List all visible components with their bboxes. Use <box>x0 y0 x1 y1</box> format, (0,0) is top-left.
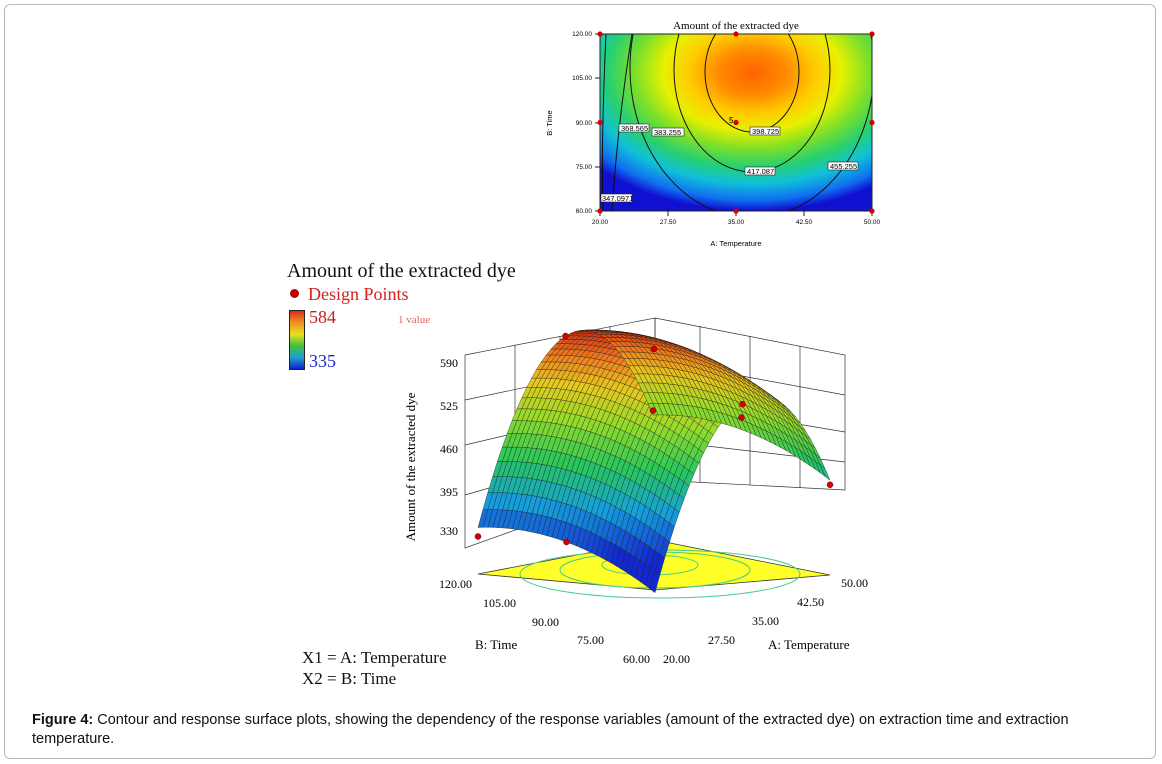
contour-label: 347.0971 <box>602 194 633 203</box>
temp-tick-label: 35.00 <box>752 614 779 628</box>
design-point <box>597 31 603 37</box>
x-tick-label: 27.50 <box>660 219 677 226</box>
definition-x1: X1 = A: Temperature <box>302 648 447 667</box>
design-point <box>733 119 739 126</box>
contour-label: 417.087 <box>747 167 774 176</box>
contour-label: 383.255 <box>654 128 681 137</box>
x-tick-label: 50.00 <box>864 219 881 226</box>
z-tick-label: 460 <box>440 442 458 456</box>
time-tick-label: 120.00 <box>439 577 472 591</box>
colorbar <box>289 310 305 370</box>
design-point <box>826 481 834 489</box>
time-tick-label: 105.00 <box>483 596 516 610</box>
y-tick-label: 90.00 <box>576 120 593 127</box>
contour-line <box>601 34 607 211</box>
temp-tick-label: 50.00 <box>841 576 868 590</box>
contour-line <box>611 34 633 211</box>
design-point <box>563 538 570 546</box>
y-tick-label: 105.00 <box>572 75 592 82</box>
time-tick-label: 90.00 <box>532 615 559 629</box>
x-tick-label: 35.00 <box>728 219 745 226</box>
design-point <box>738 414 745 421</box>
design-point <box>597 119 603 126</box>
z-tick-label: 395 <box>440 485 458 499</box>
response-surface <box>477 329 831 593</box>
x-tick-label: 20.00 <box>592 219 609 226</box>
contour-y-axis-label: B: Time <box>545 110 554 135</box>
definition-x2: X2 = B: Time <box>302 669 397 688</box>
design-point <box>650 345 658 353</box>
colorbar-min-label: 335 <box>309 351 336 371</box>
contour-line <box>629 34 872 211</box>
design-point <box>562 332 569 340</box>
colorbar-max-label: 584 <box>309 307 336 327</box>
y-tick-label: 120.00 <box>572 31 592 38</box>
design-point <box>869 31 875 37</box>
temp-tick-label: 27.50 <box>708 633 735 647</box>
y-tick-label: 60.00 <box>576 208 593 215</box>
figure-frame <box>4 4 1156 759</box>
design-point <box>474 533 482 540</box>
contour-label: 455.255 <box>830 162 857 171</box>
y-tick-label: 75.00 <box>576 164 593 171</box>
legend-design-points: Design Points <box>290 284 409 305</box>
z-axis-label: Amount of the extracted dye <box>403 392 418 541</box>
x-value-label: 1 value <box>398 314 431 326</box>
design-point <box>733 31 739 37</box>
surface-legend-title: Amount of the extracted dye <box>287 260 516 282</box>
design-points <box>597 31 875 214</box>
figure-caption: Figure 4: Contour and response surface p… <box>32 711 1132 749</box>
design-point <box>733 208 739 214</box>
design-point <box>597 208 603 214</box>
time-axis-label: B: Time <box>475 637 518 652</box>
time-tick-label: 75.00 <box>577 633 604 647</box>
caption-text: Contour and response surface plots, show… <box>32 712 1069 747</box>
z-tick-label: 330 <box>440 524 458 538</box>
contour-title: Amount of the extracted dye <box>673 20 799 32</box>
design-point <box>649 407 657 414</box>
replicate-label: 5 <box>729 116 734 125</box>
time-tick-label: 60.00 <box>623 652 650 666</box>
z-tick-label: 590 <box>440 356 458 370</box>
design-point <box>869 119 875 126</box>
design-point <box>869 208 875 214</box>
temp-tick-label: 42.50 <box>797 595 824 609</box>
z-tick-label: 525 <box>440 399 458 413</box>
contour-x-axis-label: A: Temperature <box>710 239 761 248</box>
x-tick-label: 42.50 <box>796 219 813 226</box>
caption-label: Figure 4: <box>32 712 94 728</box>
design-points <box>474 332 834 546</box>
contour-label: 368.565 <box>621 124 648 133</box>
temp-tick-label: 20.00 <box>663 652 690 666</box>
design-point <box>739 400 746 408</box>
legend-design-points-label: Design Points <box>308 284 409 304</box>
contour-label: 398.725 <box>752 127 779 136</box>
temp-axis-label: A: Temperature <box>768 637 850 652</box>
design-point-dot-icon <box>290 289 299 298</box>
axis-definitions: X1 = A: Temperature X2 = B: Time <box>302 647 447 689</box>
